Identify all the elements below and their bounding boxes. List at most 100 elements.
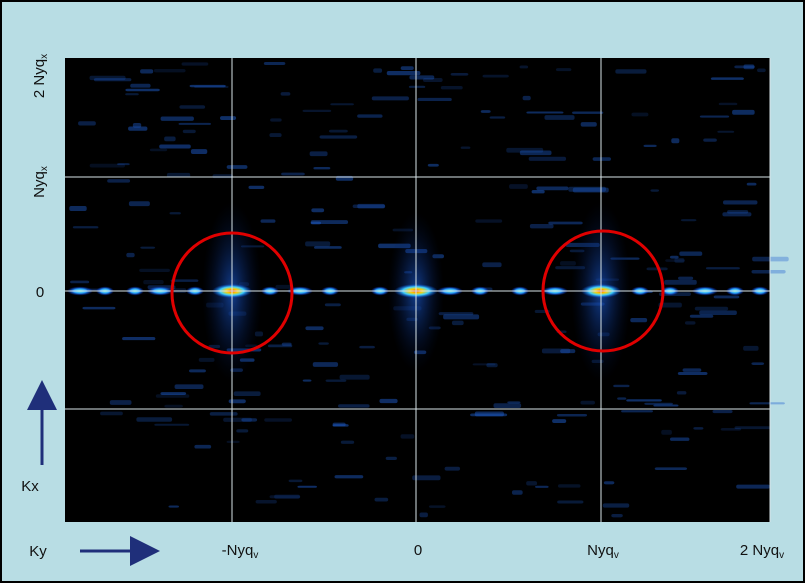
streak [281, 172, 305, 176]
streak [153, 68, 186, 73]
streak [332, 422, 346, 427]
streak [125, 93, 139, 96]
streak [126, 252, 135, 258]
grid [65, 58, 771, 522]
streak [357, 203, 385, 209]
streak [143, 279, 164, 285]
streak [223, 417, 252, 422]
streak [181, 62, 209, 66]
streak [644, 402, 673, 405]
x-axis-label: -Nyqv [222, 542, 259, 561]
streak [179, 105, 206, 109]
label-subscript: x [39, 166, 50, 171]
streak [460, 146, 471, 149]
streak [125, 88, 160, 92]
streak [472, 363, 496, 366]
streak [519, 65, 529, 69]
streak [650, 189, 660, 192]
streak [417, 97, 452, 102]
streak [474, 411, 504, 417]
streak [653, 404, 679, 407]
streak [751, 362, 765, 365]
streak [592, 157, 611, 161]
streak [400, 434, 415, 439]
label-text: 2 Nyq [31, 59, 48, 98]
streak [107, 179, 131, 183]
streak [736, 484, 770, 489]
streak [160, 116, 194, 121]
streak [168, 505, 179, 508]
streak [470, 413, 508, 417]
streak [302, 109, 332, 112]
label-text: -Nyq [222, 542, 254, 559]
streak [305, 241, 331, 247]
streak [703, 138, 717, 142]
streak [139, 268, 170, 272]
streak [302, 379, 312, 382]
streak [311, 208, 325, 213]
streak [743, 345, 759, 351]
streak [93, 78, 132, 82]
streak [319, 135, 358, 139]
streak [535, 485, 549, 488]
label-subscript: v [614, 550, 619, 561]
streak [572, 111, 604, 114]
streak [658, 302, 682, 308]
streak [522, 95, 531, 101]
streak [720, 427, 742, 431]
streak [122, 336, 156, 341]
streak [557, 484, 581, 488]
streak [190, 149, 208, 155]
streak [339, 374, 370, 380]
streak [280, 92, 291, 96]
streak [233, 391, 261, 396]
streak [132, 122, 142, 128]
streak [556, 414, 588, 417]
streak [178, 122, 212, 125]
streak [155, 394, 190, 398]
streak [580, 400, 595, 405]
streak [677, 371, 708, 376]
streak [713, 295, 740, 299]
streak [305, 326, 324, 331]
streak [267, 344, 293, 348]
streak [531, 190, 545, 194]
streak [198, 357, 215, 362]
streak [328, 129, 348, 133]
streak [718, 102, 738, 106]
streak [69, 205, 87, 211]
streak [743, 64, 755, 70]
streak [712, 410, 733, 414]
streak [241, 418, 258, 422]
streak [166, 172, 191, 178]
streak [164, 136, 176, 142]
streak [297, 485, 317, 488]
streak [352, 204, 386, 209]
streak [117, 163, 130, 166]
streak [617, 397, 627, 400]
streak [727, 210, 749, 214]
streak [260, 219, 276, 223]
streak [209, 412, 238, 416]
streak [189, 84, 226, 88]
streak [541, 348, 571, 354]
streak [288, 479, 303, 483]
streak [212, 174, 234, 179]
streak [684, 321, 696, 325]
streak [100, 411, 123, 416]
streak [557, 500, 584, 504]
streak [269, 133, 282, 138]
streak [493, 403, 522, 408]
streak [678, 276, 694, 280]
streak [428, 505, 446, 508]
label-text: 2 Nyq [740, 542, 779, 559]
streak [194, 444, 212, 449]
streak [409, 75, 435, 80]
streak [450, 72, 469, 76]
streak [613, 384, 630, 388]
streak [489, 116, 506, 119]
streak [422, 78, 443, 83]
streak [482, 262, 502, 268]
ky-label: Ky [29, 543, 47, 560]
streak [440, 85, 463, 90]
